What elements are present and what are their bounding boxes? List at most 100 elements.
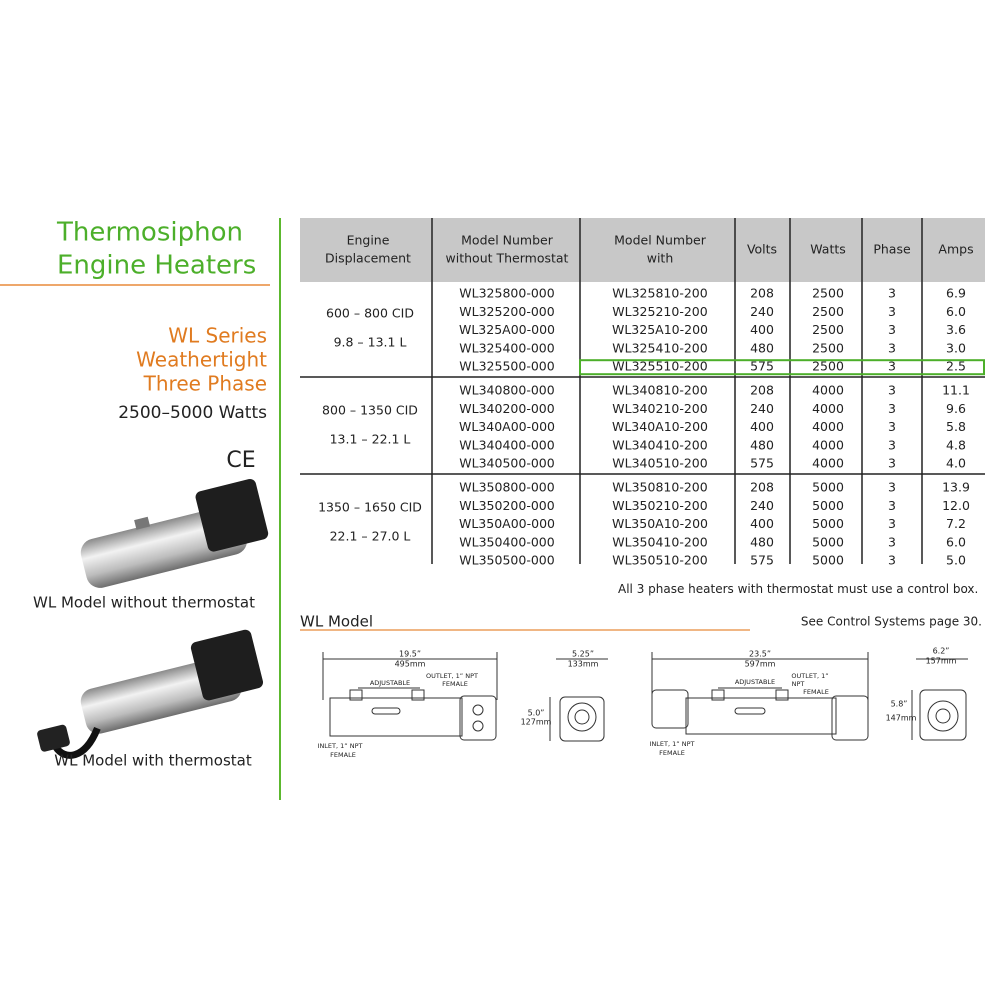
dim-label: 133mm [568, 660, 599, 669]
table-cell: WL350200-000 [459, 498, 554, 513]
dim-label: 157mm [926, 657, 957, 666]
table-cell: 5000 [812, 516, 844, 531]
thermostat [37, 724, 70, 752]
table-cell: 12.0 [942, 498, 970, 513]
reference: See Control Systems page 30. [801, 615, 982, 629]
table-cell: WL340510-200 [612, 456, 707, 471]
fitting [134, 516, 151, 530]
table-cell: 3 [888, 304, 896, 319]
table-cell: 3 [888, 437, 896, 452]
table-cell: 5000 [812, 498, 844, 513]
end-view [574, 709, 590, 725]
caption: WL Model with thermostat [54, 752, 252, 770]
terminal-box [195, 478, 269, 552]
terminal-box [190, 629, 264, 701]
callout: ADJUSTABLE [370, 679, 410, 687]
table-cell: WL325200-000 [459, 304, 554, 319]
series-line: Three Phase [143, 372, 267, 396]
displacement: 13.1 – 22.1 L [330, 432, 411, 447]
table-cell: 480 [750, 340, 774, 355]
callout: NPT [792, 680, 805, 688]
table-cell: 575 [750, 553, 774, 568]
row-highlight [579, 359, 985, 376]
table-cell: 9.6 [946, 401, 966, 416]
end-view [559, 696, 605, 742]
table-cell: WL340200-000 [459, 401, 554, 416]
displacement: 800 – 1350 CID [322, 403, 418, 418]
table-cell: 5.8 [946, 419, 966, 434]
diagram: 23.5” 597mm ADJUSTABLE OUTLET, 1” NPT FE… [650, 647, 968, 757]
table-cell: 575 [750, 456, 774, 471]
dim-label: 147mm [886, 714, 917, 723]
table-cell: WL350810-200 [612, 480, 707, 495]
table-cell: 3 [888, 480, 896, 495]
table-cell: 3.6 [946, 322, 966, 337]
table-cell: 240 [750, 498, 774, 513]
box-outline [651, 689, 689, 729]
table-cell: WL325500-000 [459, 359, 554, 374]
table-cell: 3 [888, 401, 896, 416]
table-cell: 5000 [812, 534, 844, 549]
table-cell: WL350400-000 [459, 534, 554, 549]
table-cell: 11.1 [942, 383, 970, 398]
table-cell: WL325810-200 [612, 286, 707, 301]
table-cell: 400 [750, 516, 774, 531]
table-cell: 3 [888, 553, 896, 568]
dim-label: 6.2” [933, 647, 950, 656]
ce-mark: CE [226, 448, 255, 473]
product-photo [80, 478, 269, 588]
port [472, 720, 484, 732]
table-cell: WL340400-000 [459, 437, 554, 452]
table-cell: 13.9 [942, 480, 970, 495]
column-header: Displacement [325, 251, 411, 266]
callout: INLET, 1” NPT [650, 740, 695, 748]
table-cell: 2500 [812, 322, 844, 337]
table-cell: 575 [750, 359, 774, 374]
callout: ADJUSTABLE [735, 678, 775, 686]
displacement: 1350 – 1650 CID [318, 500, 422, 515]
table-cell: 400 [750, 419, 774, 434]
table-cell: WL340500-000 [459, 456, 554, 471]
cable [52, 726, 101, 759]
diagram: 19.5” 495mm ADJUSTABLE OUTLET, 1” NPT FE… [318, 650, 608, 759]
end-view [919, 689, 967, 741]
table-cell: 6.0 [946, 304, 966, 319]
callout: FEMALE [659, 749, 685, 757]
table-cell: 3.0 [946, 340, 966, 355]
table-cell: 3 [888, 456, 896, 471]
table-cell: 240 [750, 304, 774, 319]
table-cell: 4.8 [946, 437, 966, 452]
table-cell: 7.2 [946, 516, 966, 531]
table-cell: 5000 [812, 553, 844, 568]
end-view [567, 702, 597, 732]
table-cell: 2500 [812, 286, 844, 301]
bracket [411, 689, 425, 701]
table-cell: WL340A00-000 [459, 419, 555, 434]
table-cell: 3 [888, 286, 896, 301]
table-cell: 2500 [812, 359, 844, 374]
series-line: WL Series [168, 324, 267, 348]
series-line: Weathertight [136, 348, 267, 372]
table-cell: 3 [888, 498, 896, 513]
table-cell: 2500 [812, 340, 844, 355]
bracket [711, 689, 725, 701]
dim-label: 495mm [395, 660, 426, 669]
table-cell: WL325210-200 [612, 304, 707, 319]
callout: OUTLET, 1” NPT [426, 672, 478, 680]
column-header: Model Number [614, 233, 707, 248]
table-cell: WL340A10-200 [612, 419, 708, 434]
dim-label: 5.25” [572, 650, 594, 659]
table-cell: 4000 [812, 383, 844, 398]
column-header: Phase [873, 242, 911, 257]
table-cell: WL350A10-200 [612, 516, 708, 531]
table-cell: 2500 [812, 304, 844, 319]
table-cell: 480 [750, 534, 774, 549]
table-cell: 3 [888, 322, 896, 337]
callout: FEMALE [803, 688, 829, 696]
slot [734, 707, 766, 715]
table-cell: 3 [888, 419, 896, 434]
callout: INLET, 1” NPT [318, 742, 363, 750]
table-cell: 3 [888, 359, 896, 374]
column-header: Volts [747, 242, 777, 257]
watts: 2500–5000 Watts [118, 403, 267, 423]
